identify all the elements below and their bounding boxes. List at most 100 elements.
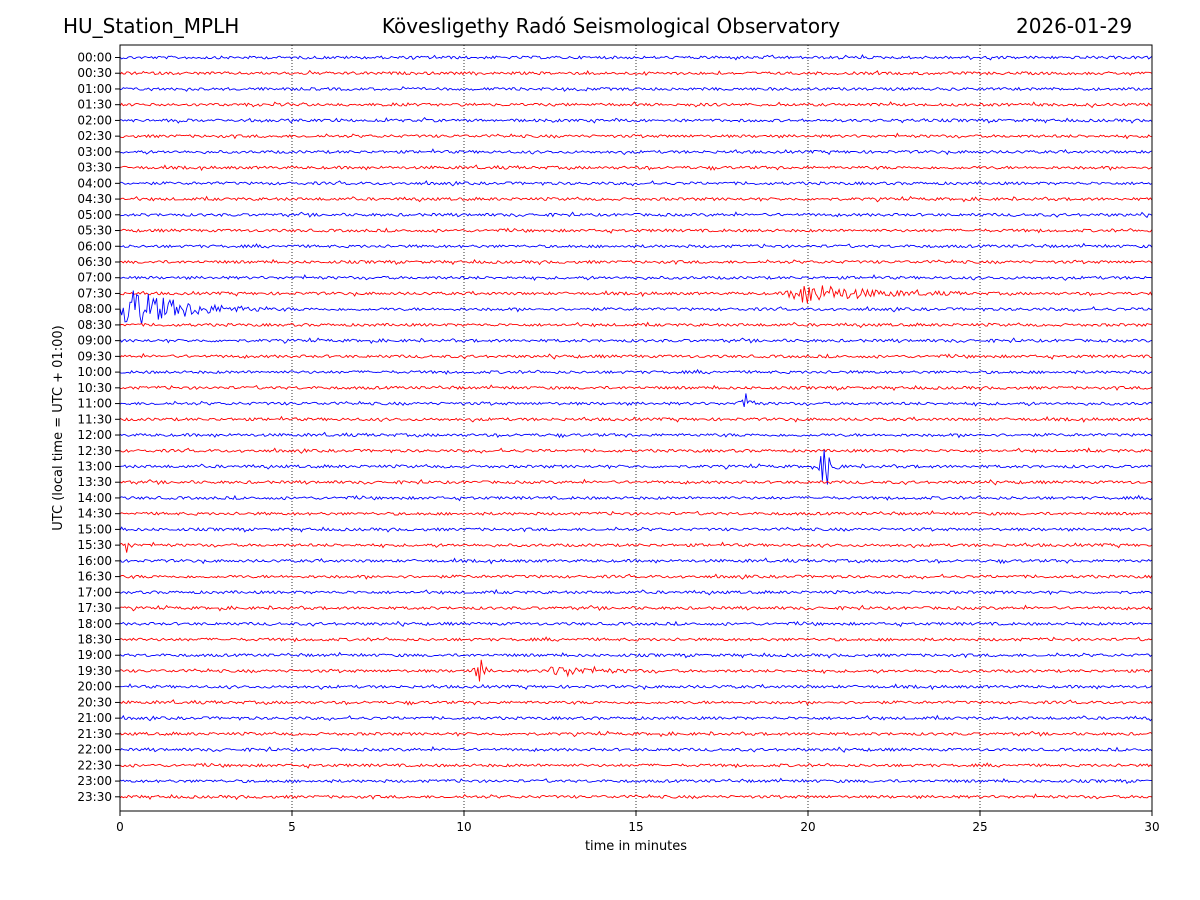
station-name: HU_Station_MPLH xyxy=(63,14,240,38)
y-tick-label: 01:00 xyxy=(77,82,112,96)
trace-1200 xyxy=(119,431,1153,439)
trace-0030 xyxy=(119,69,1153,77)
trace-1900 xyxy=(119,651,1153,659)
y-tick-label: 11:30 xyxy=(77,412,112,426)
y-tick-label: 17:00 xyxy=(77,585,112,599)
trace-1330 xyxy=(119,478,1153,486)
trace-0700 xyxy=(119,274,1153,281)
y-tick-label: 08:00 xyxy=(77,302,112,316)
chart-title: Kövesligethy Radó Seismological Observat… xyxy=(381,14,841,38)
trace-1600 xyxy=(119,557,1153,565)
y-tick-label: 05:00 xyxy=(77,208,112,222)
trace-1730 xyxy=(119,604,1153,612)
y-tick-label: 19:00 xyxy=(77,648,112,662)
x-tick-label: 30 xyxy=(1144,820,1159,834)
y-tick-label: 02:00 xyxy=(77,113,112,127)
y-tick-label: 05:30 xyxy=(77,224,112,238)
trace-0330 xyxy=(119,164,1153,172)
y-tick-label: 01:30 xyxy=(77,98,112,112)
y-tick-label: 15:00 xyxy=(77,522,112,536)
y-tick-label: 11:00 xyxy=(77,397,112,411)
y-tick-label: 15:30 xyxy=(77,538,112,552)
y-tick-label: 04:30 xyxy=(77,192,112,206)
y-tick-label: 00:00 xyxy=(77,51,112,65)
y-tick-label: 14:30 xyxy=(77,507,112,521)
y-tick-label: 22:00 xyxy=(77,743,112,757)
y-tick-label: 03:00 xyxy=(77,145,112,159)
y-tick-label: 04:00 xyxy=(77,176,112,190)
trace-0730 xyxy=(119,285,1153,304)
trace-1000 xyxy=(119,368,1153,376)
x-tick-label: 25 xyxy=(972,820,987,834)
y-tick-label: 18:00 xyxy=(77,617,112,631)
trace-1630 xyxy=(119,573,1153,580)
grid-lines xyxy=(291,45,981,811)
y-tick-label: 20:00 xyxy=(77,680,112,694)
trace-1830 xyxy=(119,636,1153,643)
trace-1930 xyxy=(119,659,1153,682)
trace-group xyxy=(119,54,1153,801)
x-tick-label: 20 xyxy=(800,820,815,834)
y-tick-label: 07:00 xyxy=(77,271,112,285)
y-tick-label: 21:00 xyxy=(77,711,112,725)
trace-1230 xyxy=(119,447,1153,454)
y-tick-label: 22:30 xyxy=(77,758,112,772)
trace-0430 xyxy=(119,195,1153,203)
x-tick-label: 5 xyxy=(288,820,296,834)
y-axis-label: UTC (local time = UTC + 01:00) xyxy=(51,325,66,530)
trace-0630 xyxy=(119,258,1153,266)
trace-0130 xyxy=(119,101,1152,109)
y-tick-label: 00:30 xyxy=(77,66,112,80)
y-tick-label: 18:30 xyxy=(77,633,112,647)
trace-1700 xyxy=(119,588,1153,596)
y-tick-label: 16:30 xyxy=(77,570,112,584)
y-tick-label: 06:00 xyxy=(77,239,112,253)
y-tick-label: 20:30 xyxy=(77,695,112,709)
x-axis: 0 5 10 15 20 25 30 xyxy=(116,811,1160,834)
trace-0000 xyxy=(119,54,1153,61)
y-tick-label: 09:00 xyxy=(77,334,112,348)
y-tick-label: 21:30 xyxy=(77,727,112,741)
y-tick-label: 13:30 xyxy=(77,475,112,489)
trace-0930 xyxy=(119,352,1153,360)
trace-2130 xyxy=(119,730,1153,738)
trace-1030 xyxy=(120,384,1153,392)
trace-1300 xyxy=(119,449,1153,485)
y-tick-label: 07:30 xyxy=(77,286,112,300)
y-tick-label: 08:30 xyxy=(77,318,112,332)
x-axis-label: time in minutes xyxy=(585,839,687,854)
trace-0900 xyxy=(119,337,1153,345)
y-tick-label: 06:30 xyxy=(77,255,112,269)
y-tick-label: 10:00 xyxy=(77,365,112,379)
trace-2000 xyxy=(119,683,1153,691)
x-tick-label: 15 xyxy=(628,820,643,834)
y-tick-label: 12:00 xyxy=(77,428,112,442)
trace-0830 xyxy=(119,321,1152,329)
trace-0600 xyxy=(119,242,1153,249)
y-tick-label: 03:30 xyxy=(77,161,112,175)
trace-1430 xyxy=(119,510,1153,516)
trace-2330 xyxy=(119,793,1153,801)
trace-0300 xyxy=(119,148,1153,156)
trace-0500 xyxy=(119,211,1153,219)
y-tick-label: 14:00 xyxy=(77,491,112,505)
trace-1100 xyxy=(119,393,1153,408)
y-tick-label: 23:00 xyxy=(77,774,112,788)
trace-2030 xyxy=(119,699,1153,706)
trace-1530 xyxy=(119,541,1153,553)
trace-1500 xyxy=(119,526,1153,533)
y-tick-label: 09:30 xyxy=(77,349,112,363)
y-tick-label: 10:30 xyxy=(77,381,112,395)
y-tick-label: 16:00 xyxy=(77,554,112,568)
trace-2200 xyxy=(119,746,1153,753)
trace-1800 xyxy=(119,620,1153,628)
trace-0200 xyxy=(120,117,1153,124)
trace-0230 xyxy=(119,132,1153,140)
trace-2100 xyxy=(119,714,1153,722)
x-tick-label: 0 xyxy=(116,820,124,834)
y-tick-label: 23:30 xyxy=(77,790,112,804)
y-tick-label: 02:30 xyxy=(77,129,112,143)
trace-0530 xyxy=(119,227,1153,234)
